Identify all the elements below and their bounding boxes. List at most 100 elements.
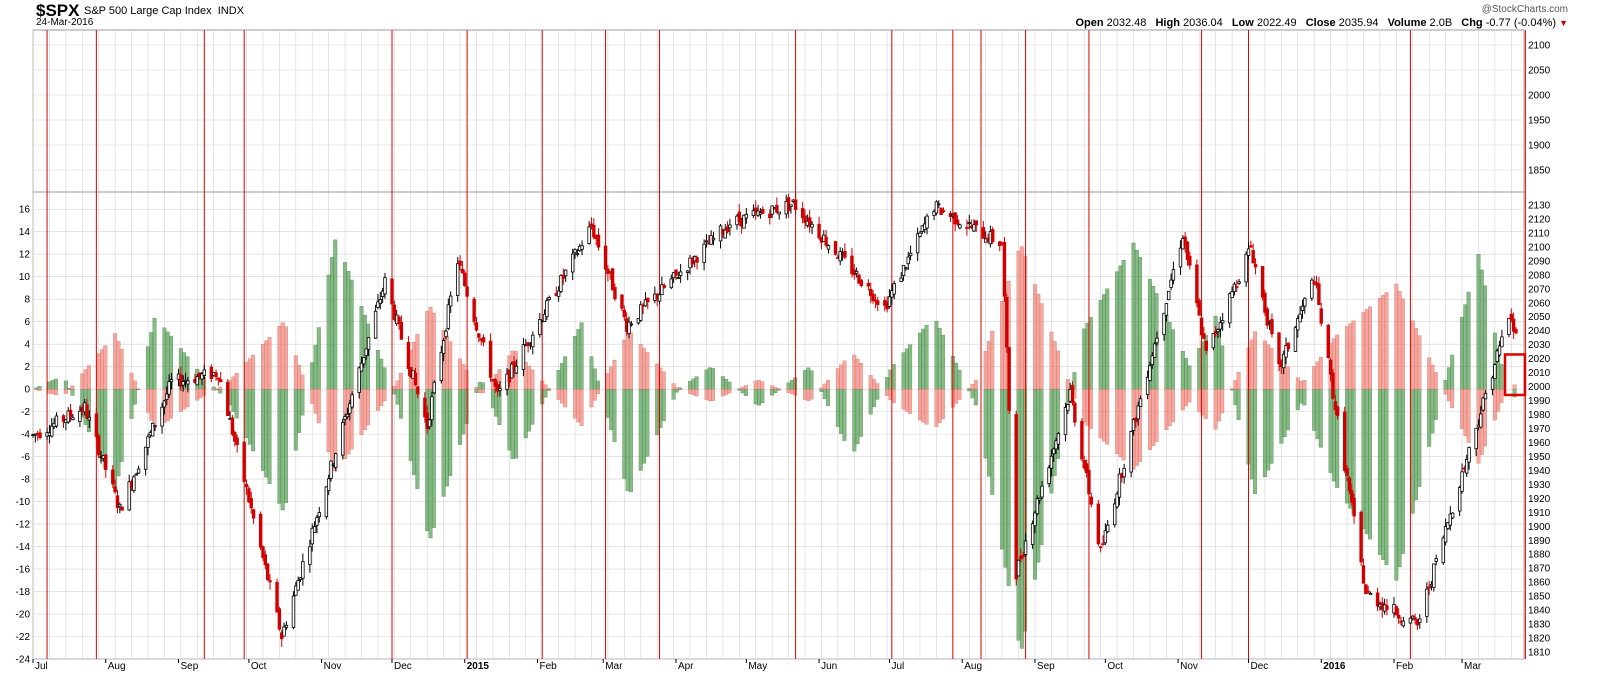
candle-body [265, 563, 270, 580]
histogram-bar-red [527, 365, 532, 390]
candle-body [1286, 342, 1291, 349]
low-label: Low [1231, 17, 1254, 29]
price-tick-label-upper: 2050 [1528, 66, 1551, 77]
histogram-bar-green [444, 388, 449, 487]
candle-body [843, 251, 847, 258]
histogram-bar-green [839, 388, 844, 434]
candle-body [775, 204, 779, 213]
candle-body [334, 453, 338, 468]
candle-body [1401, 620, 1406, 627]
index-full-name: S&P 500 Large Cap Index [84, 5, 212, 17]
candle-body [258, 513, 263, 548]
oscillator-tick-label: -10 [16, 497, 31, 508]
histogram-bar-green [826, 388, 830, 406]
histogram-bar-green [1220, 345, 1225, 390]
histogram-bar-green [891, 364, 896, 390]
histogram-bar-green [904, 348, 909, 390]
candle-body [1150, 355, 1154, 366]
price-tick-label: 2080 [1528, 270, 1551, 281]
histogram-bar-red [1039, 303, 1044, 390]
candle-body [54, 415, 59, 427]
histogram-bar-green [50, 380, 55, 390]
candle-body [639, 304, 643, 321]
histogram-bar-red [655, 363, 660, 390]
candle-body [1500, 336, 1504, 348]
histogram-bar-red [280, 322, 285, 390]
histogram-bar-red [789, 388, 794, 395]
candle-body [78, 410, 82, 422]
histogram-bar-red [987, 341, 991, 390]
histogram-bar-red [1496, 388, 1501, 412]
candle-body [1465, 458, 1469, 474]
histogram-bar-green [1427, 388, 1432, 447]
candle-body [695, 257, 699, 263]
candle-body [1066, 404, 1070, 411]
oscillator-tick-label: -8 [21, 475, 30, 486]
histogram-bar-red [149, 388, 154, 421]
histogram-bar-red [691, 388, 696, 395]
histogram-bar-green [412, 388, 417, 475]
candle-body [589, 223, 594, 227]
oscillator-tick-label: 6 [24, 317, 30, 328]
candle-body [169, 379, 174, 383]
candle-body [711, 237, 716, 241]
histogram-bar-red [1302, 380, 1307, 390]
histogram-bar-red [855, 358, 860, 390]
histogram-bar-green [441, 388, 446, 497]
histogram-bar-red [990, 331, 995, 390]
histogram-bar-green [868, 388, 873, 415]
histogram-bar-green [1082, 328, 1087, 390]
price-tick-label: 2130 [1528, 200, 1551, 211]
histogram-bar-green [47, 381, 52, 390]
candle-body [596, 234, 601, 248]
histogram-bar-red [80, 373, 85, 390]
x-tick-label: Mar [1464, 661, 1482, 672]
histogram-bar-red [1483, 388, 1487, 447]
histogram-bar-green [395, 388, 400, 405]
histogram-bar-green [743, 388, 748, 396]
candle-body [1021, 555, 1025, 557]
histogram-bar-green [392, 388, 397, 395]
x-tick-label: 2015 [467, 661, 490, 672]
histogram-bar-green [1361, 388, 1366, 529]
candle-body [592, 224, 596, 238]
price-tick-label-upper: 1900 [1528, 141, 1551, 152]
histogram-bar-red [622, 339, 627, 390]
price-tick-label: 2090 [1528, 256, 1551, 267]
candle-body [991, 229, 995, 242]
histogram-bar-red [642, 348, 646, 390]
histogram-bar-red [1381, 295, 1386, 390]
histogram-bar-green [1446, 367, 1451, 390]
candle-body [967, 222, 971, 225]
candle-body [1019, 555, 1023, 560]
histogram-bar-red [132, 380, 137, 390]
price-tick-label: 2010 [1528, 368, 1551, 379]
candle-body [202, 369, 206, 376]
histogram-bar-green [987, 388, 991, 477]
histogram-bar-red [1410, 320, 1415, 390]
candle-body [1296, 318, 1300, 331]
price-tick-label: 2050 [1528, 312, 1551, 323]
candle-body [87, 417, 92, 421]
candle-body [1056, 433, 1061, 445]
histogram-bar-red [1315, 361, 1320, 390]
plot-frame [32, 29, 1525, 660]
histogram-bar-red [737, 388, 742, 390]
histogram-bar-green [559, 363, 564, 390]
axis-labels: 16 14 12 10 8 6 4 2 0 -2 -4 -6 -8 -10 -12 -14 -16 -18 -20 -… [16, 41, 1551, 673]
price-tick-label: 2110 [1528, 228, 1550, 239]
candle-body [1328, 359, 1333, 375]
histogram-bar-red [1180, 388, 1185, 411]
candle-body [1408, 617, 1413, 624]
histogram-bar-red [313, 388, 318, 414]
histogram-bar-green [1279, 388, 1284, 444]
histogram-bar-green [244, 388, 249, 439]
chart-header: $SPX S&P 500 Large Cap Index INDX 24-Mar… [0, 0, 1600, 30]
candle-body [230, 417, 235, 435]
x-tick-label: Dec [1250, 661, 1268, 672]
candle-body [901, 264, 906, 276]
candle-body [362, 357, 366, 365]
candle-body [1185, 241, 1190, 261]
histogram-bar-green [760, 388, 765, 403]
histogram-bar-green [1414, 388, 1418, 501]
